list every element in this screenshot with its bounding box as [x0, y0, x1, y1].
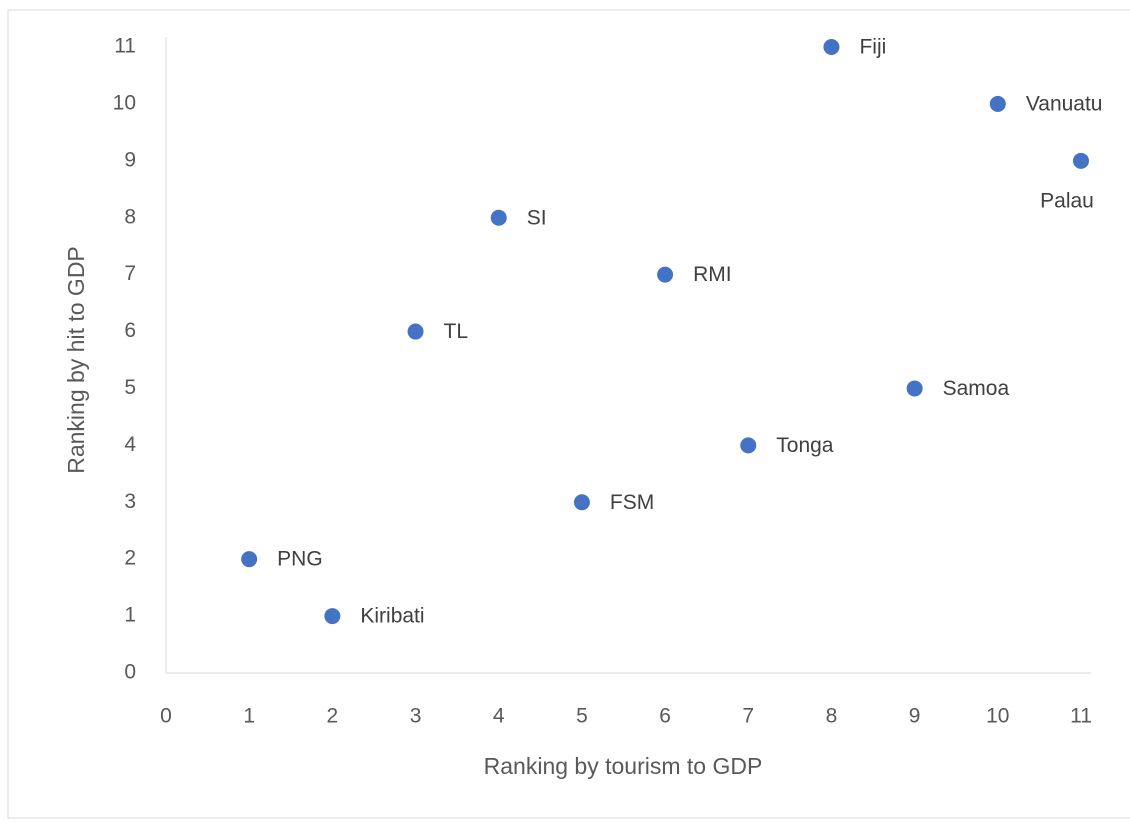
x-tick-label: 10 — [986, 705, 1009, 728]
y-tick-label: 8 — [124, 205, 136, 228]
point — [1073, 152, 1089, 169]
point-label: Tonga — [776, 434, 834, 457]
point-label: RMI — [693, 263, 732, 286]
point — [906, 380, 923, 397]
point — [657, 266, 674, 283]
x-tick-label: 2 — [327, 705, 339, 728]
point-label: Palau — [1040, 189, 1094, 212]
point — [241, 551, 258, 568]
point — [823, 39, 840, 55]
point — [989, 95, 1006, 112]
y-tick-label: 7 — [124, 262, 136, 285]
x-tick-label: 6 — [659, 705, 671, 728]
chart-frame — [7, 9, 1130, 819]
y-tick-label: 3 — [124, 490, 136, 513]
y-axis-title: Ranking by hit to GDP — [63, 246, 89, 474]
x-tick-label: 5 — [576, 705, 588, 728]
y-tick-label: 5 — [124, 376, 136, 399]
y-tick-label: 6 — [124, 319, 136, 342]
point-label: Samoa — [943, 377, 1010, 400]
x-tick-label: 11 — [1070, 705, 1092, 728]
point-label: Vanuatu — [1026, 92, 1103, 115]
y-tick-label: 1 — [124, 604, 136, 627]
x-tick-label: 3 — [410, 705, 422, 728]
point — [490, 209, 507, 226]
x-tick-label: 9 — [909, 705, 921, 728]
x-tick-label: 8 — [826, 705, 838, 728]
point — [407, 323, 424, 340]
point-label: Kiribati — [360, 605, 424, 628]
point — [324, 608, 341, 625]
y-tick-label: 4 — [124, 433, 136, 456]
point-label: FSM — [610, 491, 654, 514]
point — [573, 494, 590, 511]
point-label: Fiji — [859, 36, 886, 59]
point — [740, 437, 757, 454]
y-tick-label: 0 — [124, 661, 136, 684]
y-tick-label: 10 — [113, 91, 136, 114]
point-label: PNG — [277, 548, 323, 571]
point-label: SI — [527, 206, 547, 229]
x-tick-label: 4 — [493, 705, 505, 728]
x-tick-label: 7 — [742, 705, 754, 728]
y-tick-label: 2 — [124, 547, 136, 570]
x-tick-label: 0 — [160, 705, 172, 728]
y-tick-label: 9 — [124, 148, 136, 171]
x-tick-label: 1 — [243, 705, 255, 728]
y-tick-label: 11 — [114, 35, 136, 58]
point-label: TL — [444, 320, 469, 343]
x-axis-title: Ranking by tourism to GDP — [484, 753, 763, 779]
